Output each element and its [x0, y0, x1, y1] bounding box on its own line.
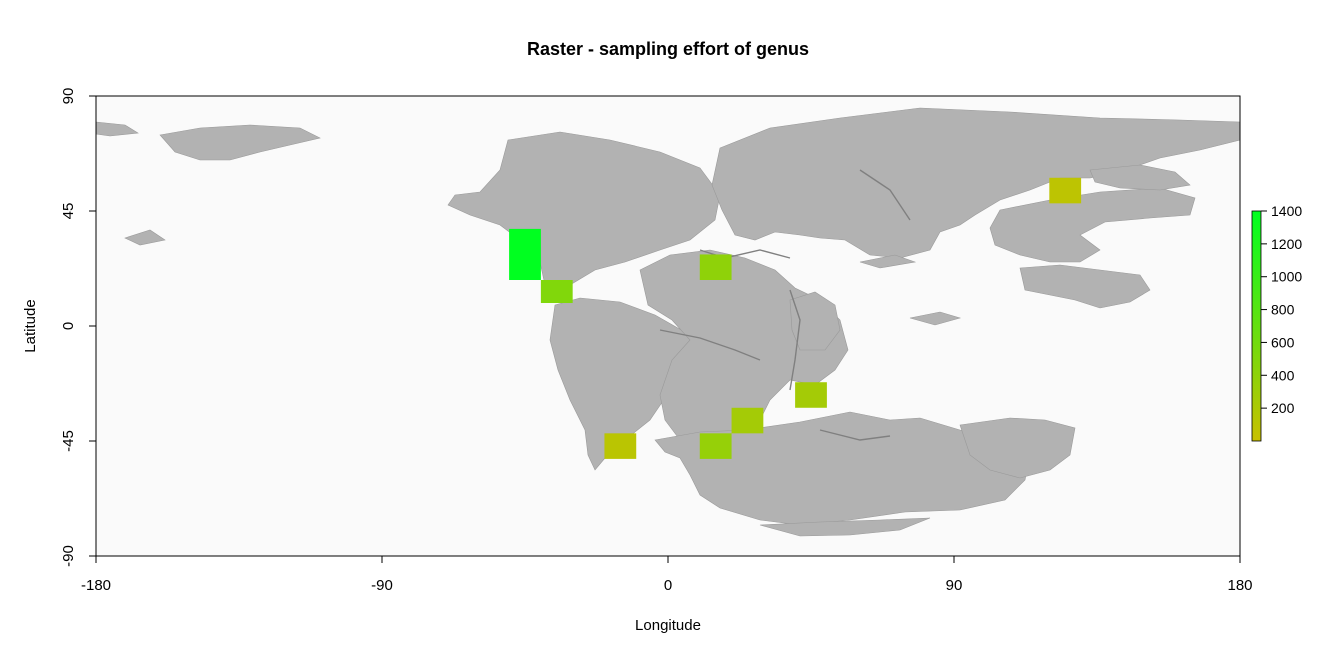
y-tick-label: 45: [60, 203, 77, 220]
raster-cell: [604, 433, 637, 459]
y-axis: -90 -45 0 45 90 Latitude: [22, 88, 97, 567]
legend-tick-label: 800: [1271, 302, 1295, 318]
y-tick-label: 0: [60, 322, 77, 330]
landmass-antarctica: [654, 411, 1031, 526]
color-legend: 200 400 600 800 1000 1200 1400: [1251, 203, 1302, 442]
x-tick-label: 90: [946, 577, 963, 594]
x-axis-title: Longitude: [635, 617, 701, 634]
raster-cell: [699, 433, 732, 459]
plot-panel: [95, 95, 1241, 557]
x-tick-label: -180: [81, 577, 111, 594]
paleo-landmasses: [95, 107, 1241, 537]
paleo-plate-boundaries: [659, 169, 911, 441]
raster-cell: [699, 254, 732, 280]
chart-title: Raster - sampling effort of genus: [527, 39, 809, 59]
x-axis: -180 -90 0 90 180 Longitude: [81, 555, 1253, 634]
x-tick-label: 0: [664, 577, 672, 594]
landmass-australia: [959, 417, 1076, 479]
x-tick-label: -90: [371, 577, 393, 594]
raster-cell: [731, 407, 764, 434]
legend-tick-label: 200: [1271, 400, 1295, 416]
x-tick-label: 180: [1227, 577, 1252, 594]
legend-tick-label: 600: [1271, 334, 1295, 350]
landmass-india-madagascar: [789, 291, 841, 351]
landmass-greenland: [159, 124, 321, 161]
legend-tick-label: 400: [1271, 367, 1295, 383]
raster-cell: [509, 228, 541, 280]
y-axis-title: Latitude: [22, 299, 39, 352]
raster-cell: [540, 280, 573, 303]
legend-colorbar: [1251, 210, 1262, 442]
raster-cell: [795, 382, 827, 408]
legend-tick-label: 1200: [1271, 236, 1302, 252]
y-tick-label: -90: [60, 545, 77, 567]
landmass-siberian-arc: [1089, 164, 1191, 191]
y-tick-label: -45: [60, 430, 77, 452]
landmass-south-america: [549, 297, 696, 471]
landmass-small-islands: [124, 229, 962, 326]
legend-tick-label: 1400: [1271, 203, 1302, 219]
raster-cells: [509, 177, 1082, 459]
y-tick-label: 90: [60, 88, 77, 105]
legend-ticks: 200 400 600 800 1000 1200 1400: [1261, 203, 1302, 416]
landmass-southeast-asia: [1019, 264, 1151, 309]
legend-tick-label: 1000: [1271, 269, 1302, 285]
landmass-east-asia: [989, 187, 1196, 263]
raster-cell: [1049, 177, 1082, 204]
landmass-eurasia: [711, 107, 1241, 259]
landmass-antarctic-rim: [759, 517, 931, 537]
